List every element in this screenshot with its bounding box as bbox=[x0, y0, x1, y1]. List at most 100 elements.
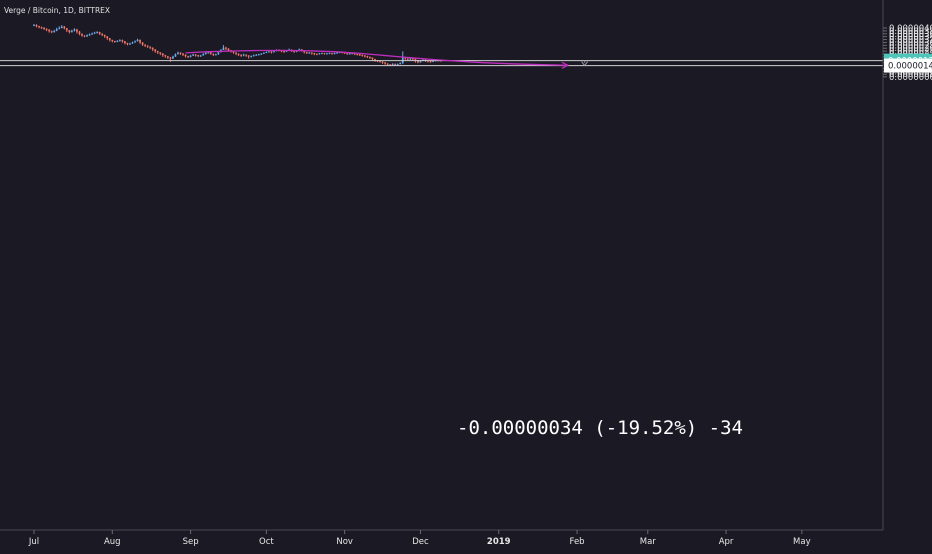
candle-body bbox=[293, 50, 296, 52]
candle-body bbox=[65, 28, 68, 31]
candle-body bbox=[336, 52, 338, 54]
candle bbox=[139, 39, 141, 44]
candle-body bbox=[76, 29, 78, 32]
candle-body bbox=[207, 52, 210, 54]
candle-body bbox=[121, 40, 124, 42]
candle-body bbox=[404, 57, 407, 59]
candle bbox=[166, 56, 169, 59]
chart-title: Verge / Bitcoin, 1D, BITTREX bbox=[4, 6, 110, 15]
candle-body bbox=[174, 54, 177, 57]
candle bbox=[136, 38, 139, 42]
candle bbox=[159, 52, 162, 56]
candle bbox=[96, 31, 99, 34]
candle bbox=[318, 52, 321, 55]
candle-body bbox=[283, 51, 285, 53]
measure-arrowhead bbox=[581, 61, 589, 67]
candle-body bbox=[328, 53, 331, 55]
candle bbox=[268, 50, 270, 53]
candle bbox=[197, 54, 200, 58]
candle-body bbox=[68, 30, 71, 33]
candle bbox=[124, 41, 126, 45]
candle bbox=[371, 57, 374, 61]
candle-body bbox=[374, 58, 376, 61]
price-axis[interactable]: 0.000004000.000003800.000003600.00000340… bbox=[883, 24, 932, 83]
candle-body bbox=[172, 56, 174, 59]
candle-body bbox=[192, 54, 195, 56]
y-tick-label: 0.00000260 bbox=[889, 44, 932, 54]
candle-body bbox=[197, 55, 200, 57]
candle bbox=[55, 27, 58, 32]
candle-body bbox=[396, 64, 399, 66]
candle bbox=[146, 45, 149, 48]
candle bbox=[101, 33, 104, 37]
candle-body bbox=[179, 52, 182, 54]
candle-body bbox=[262, 52, 265, 54]
candle-body bbox=[331, 53, 333, 55]
candle bbox=[156, 50, 159, 55]
candle bbox=[83, 35, 86, 38]
candle-body bbox=[96, 32, 99, 34]
candle bbox=[212, 53, 215, 57]
candle-body bbox=[184, 54, 187, 57]
candle bbox=[121, 39, 124, 43]
candle-body bbox=[326, 53, 328, 55]
candle-body bbox=[108, 38, 111, 40]
candle-body bbox=[429, 61, 432, 63]
y-tick-label: 0.00000300 bbox=[889, 38, 932, 48]
candle bbox=[265, 51, 268, 54]
candle-body bbox=[139, 39, 141, 43]
candle bbox=[283, 50, 285, 53]
candle-body bbox=[257, 54, 260, 56]
candle-body bbox=[73, 29, 76, 31]
candle-body bbox=[379, 60, 381, 62]
candle bbox=[235, 52, 237, 56]
candle-body bbox=[212, 53, 215, 55]
candle bbox=[68, 30, 71, 34]
x-tick-label: Oct bbox=[259, 537, 274, 547]
candle-body bbox=[242, 54, 245, 56]
candle-body bbox=[346, 52, 349, 54]
candle-body bbox=[88, 34, 91, 36]
candle bbox=[262, 52, 265, 55]
candle-body bbox=[366, 56, 369, 58]
y-tick-label: 0.00000340 bbox=[889, 33, 932, 43]
candle bbox=[106, 36, 109, 40]
candle bbox=[384, 62, 386, 65]
candle bbox=[237, 53, 240, 57]
candle-body bbox=[154, 49, 157, 52]
candle-body bbox=[247, 55, 250, 57]
candle-body bbox=[182, 53, 184, 55]
candle-body bbox=[265, 51, 268, 53]
candle-body bbox=[371, 57, 374, 59]
candle-body bbox=[386, 63, 389, 65]
candle-body bbox=[129, 43, 131, 45]
candle bbox=[187, 55, 189, 59]
candle-body bbox=[45, 28, 48, 30]
candle bbox=[194, 54, 197, 57]
candle bbox=[134, 40, 136, 43]
candle bbox=[361, 54, 364, 57]
candle-body bbox=[391, 63, 394, 65]
x-tick-label: Dec bbox=[412, 537, 429, 547]
candle bbox=[154, 49, 157, 53]
candle-body bbox=[361, 54, 364, 56]
candle bbox=[174, 53, 177, 57]
candle-body bbox=[225, 47, 227, 49]
candle-body bbox=[348, 53, 351, 55]
x-tick-label: Aug bbox=[104, 537, 121, 547]
candle bbox=[118, 39, 121, 42]
candle-body bbox=[60, 26, 63, 28]
time-axis[interactable]: Jul Aug Sep Oct Nov Dec 2019 Feb Mar Apr May bbox=[28, 530, 811, 547]
candle bbox=[184, 54, 187, 58]
candle bbox=[209, 51, 212, 55]
candle bbox=[192, 53, 195, 57]
candle-body bbox=[356, 54, 359, 56]
candle-body bbox=[126, 43, 129, 45]
candle bbox=[129, 42, 131, 45]
candle-body bbox=[78, 31, 81, 34]
candle-body bbox=[166, 56, 169, 58]
candle-body bbox=[177, 52, 179, 55]
candle bbox=[331, 52, 333, 55]
